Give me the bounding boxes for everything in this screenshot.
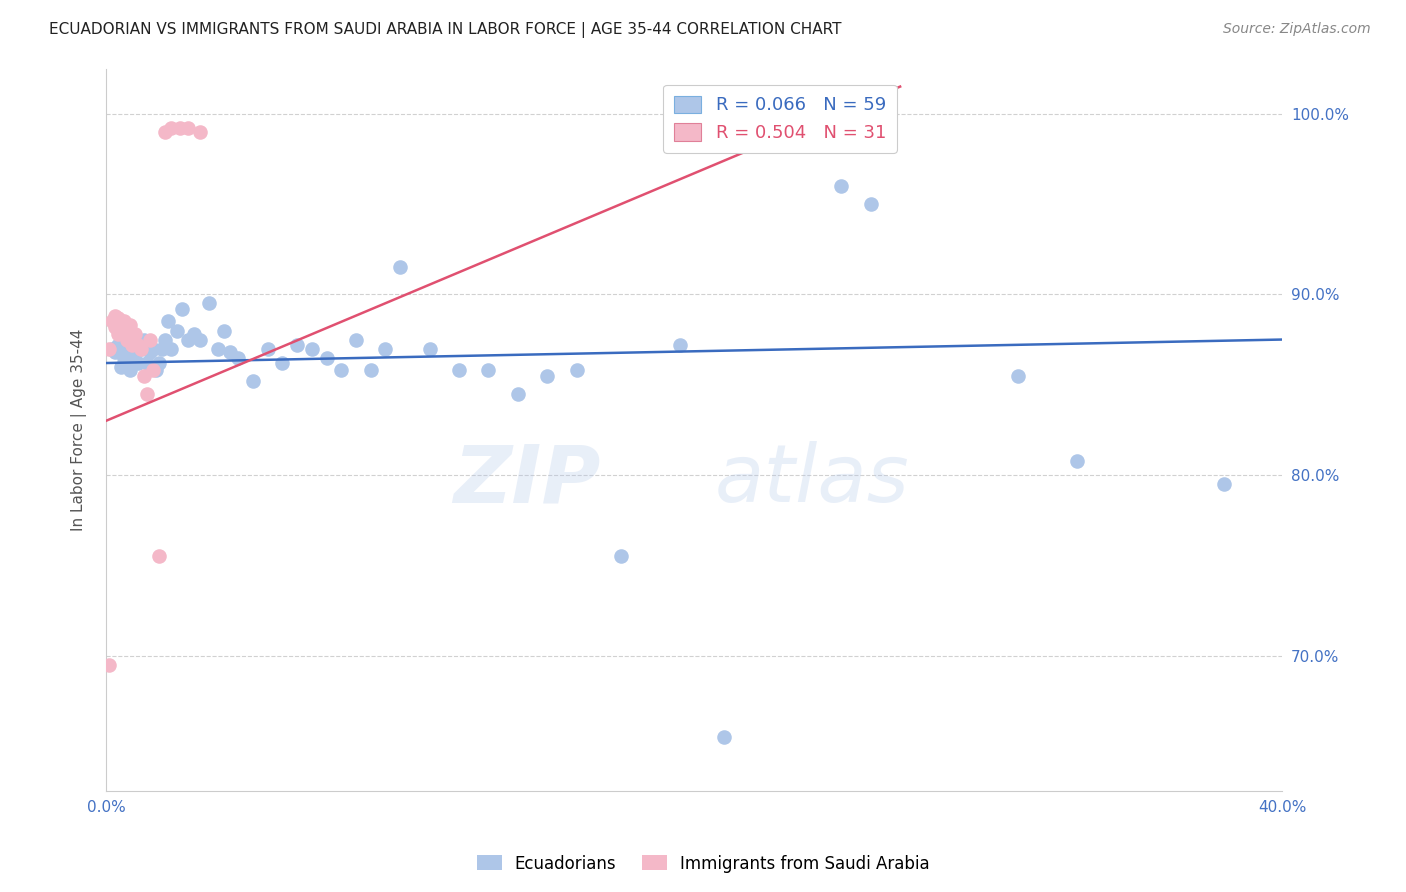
Point	[713, 730, 735, 744]
Point	[115, 342, 138, 356]
Point	[1212, 477, 1234, 491]
Point	[148, 549, 170, 564]
Point	[97, 657, 120, 672]
Text: Source: ZipAtlas.com: Source: ZipAtlas.com	[1223, 22, 1371, 37]
Point	[118, 318, 141, 332]
Point	[285, 338, 308, 352]
Point	[136, 386, 159, 401]
Point	[374, 342, 396, 356]
Point	[153, 333, 176, 347]
Text: atlas: atlas	[714, 442, 910, 519]
Point	[115, 333, 138, 347]
Point	[110, 359, 132, 374]
Point	[97, 342, 120, 356]
Point	[118, 363, 141, 377]
Legend: Ecuadorians, Immigrants from Saudi Arabia: Ecuadorians, Immigrants from Saudi Arabi…	[470, 848, 936, 880]
Point	[565, 363, 588, 377]
Point	[104, 319, 127, 334]
Point	[830, 178, 852, 193]
Point	[188, 125, 211, 139]
Point	[159, 121, 181, 136]
Point	[1066, 453, 1088, 467]
Point	[112, 351, 135, 365]
Point	[124, 345, 146, 359]
Point	[177, 121, 200, 136]
Point	[139, 345, 162, 359]
Point	[145, 363, 167, 377]
Point	[183, 327, 205, 342]
Point	[142, 363, 165, 377]
Point	[129, 342, 152, 356]
Point	[118, 327, 141, 342]
Point	[101, 342, 124, 356]
Point	[198, 296, 221, 310]
Point	[330, 363, 353, 377]
Point	[418, 342, 440, 356]
Point	[389, 260, 412, 275]
Point	[110, 333, 132, 347]
Point	[150, 342, 173, 356]
Point	[609, 549, 631, 564]
Point	[212, 324, 235, 338]
Point	[104, 309, 127, 323]
Point	[360, 363, 382, 377]
Point	[153, 125, 176, 139]
Point	[228, 351, 250, 365]
Point	[156, 314, 179, 328]
Point	[447, 363, 470, 377]
Point	[129, 342, 152, 356]
Point	[859, 197, 882, 211]
Point	[506, 386, 529, 401]
Point	[107, 327, 129, 342]
Point	[107, 318, 129, 332]
Point	[121, 327, 143, 342]
Point	[1007, 368, 1029, 383]
Point	[134, 333, 156, 347]
Point	[112, 324, 135, 338]
Point	[115, 327, 138, 342]
Point	[477, 363, 499, 377]
Point	[127, 338, 149, 352]
Point	[101, 314, 124, 328]
Point	[115, 327, 138, 342]
Point	[107, 310, 129, 325]
Text: ECUADORIAN VS IMMIGRANTS FROM SAUDI ARABIA IN LABOR FORCE | AGE 35-44 CORRELATIO: ECUADORIAN VS IMMIGRANTS FROM SAUDI ARAB…	[49, 22, 842, 38]
Point	[166, 324, 188, 338]
Point	[169, 121, 191, 136]
Point	[107, 338, 129, 352]
Point	[148, 356, 170, 370]
Point	[110, 324, 132, 338]
Point	[159, 342, 181, 356]
Point	[124, 327, 146, 342]
Point	[112, 314, 135, 328]
Point	[134, 368, 156, 383]
Point	[668, 338, 690, 352]
Point	[301, 342, 323, 356]
Point	[271, 356, 294, 370]
Point	[127, 356, 149, 370]
Point	[172, 301, 194, 316]
Point	[207, 342, 229, 356]
Point	[121, 338, 143, 352]
Point	[188, 333, 211, 347]
Point	[315, 351, 337, 365]
Point	[242, 374, 264, 388]
Point	[104, 345, 127, 359]
Point	[139, 333, 162, 347]
Point	[110, 314, 132, 328]
Point	[344, 333, 367, 347]
Point	[142, 342, 165, 356]
Point	[177, 333, 200, 347]
Point	[218, 345, 240, 359]
Legend: R = 0.066   N = 59, R = 0.504   N = 31: R = 0.066 N = 59, R = 0.504 N = 31	[664, 85, 897, 153]
Text: ZIP: ZIP	[453, 442, 600, 519]
Point	[536, 368, 558, 383]
Point	[124, 338, 146, 352]
Point	[256, 342, 278, 356]
Y-axis label: In Labor Force | Age 35-44: In Labor Force | Age 35-44	[72, 328, 87, 531]
Point	[136, 356, 159, 370]
Point	[121, 356, 143, 370]
